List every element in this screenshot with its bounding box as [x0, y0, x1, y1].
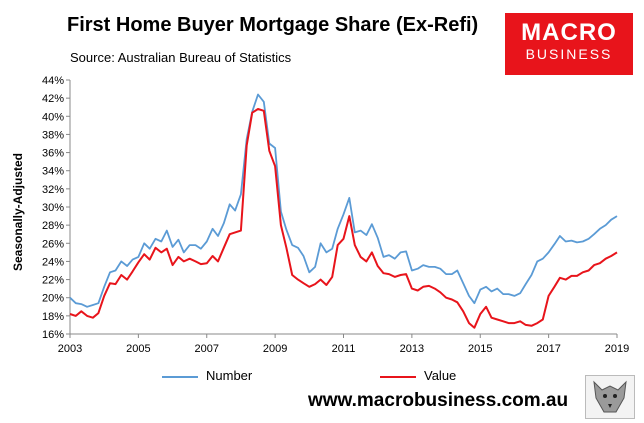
legend-label-value: Value [424, 368, 457, 383]
x-tick-label: 2013 [400, 343, 424, 355]
y-tick-label: 42% [42, 93, 64, 105]
y-tick-label: 32% [42, 184, 64, 196]
y-tick-label: 24% [42, 256, 64, 268]
y-tick-label: 38% [42, 129, 64, 141]
y-tick-label: 18% [42, 311, 64, 323]
y-tick-label: 36% [42, 148, 64, 160]
y-tick-label: 22% [42, 275, 64, 287]
x-tick-label: 2009 [263, 343, 287, 355]
x-tick-label: 2017 [536, 343, 560, 355]
series-line-number [69, 93, 618, 308]
y-tick-label: 26% [42, 238, 64, 250]
y-tick-label: 44% [42, 75, 64, 87]
wolf-logo [585, 375, 635, 419]
x-tick-label: 2003 [58, 343, 82, 355]
series-line-value [69, 108, 618, 329]
x-tick-label: 2007 [195, 343, 219, 355]
logo-line-1: MACRO [521, 19, 617, 46]
macro-business-logo: MACRO BUSINESS [505, 13, 633, 75]
y-tick-label: 20% [42, 293, 64, 305]
x-tick-label: 2005 [126, 343, 150, 355]
legend-item-number: Number [162, 368, 252, 383]
wolf-icon [593, 380, 627, 413]
x-tick-label: 2015 [468, 343, 492, 355]
legend-label-number: Number [206, 368, 253, 383]
website-url: www.macrobusiness.com.au [308, 390, 569, 411]
chart-subtitle: Source: Australian Bureau of Statistics [70, 50, 292, 65]
logo-line-2: BUSINESS [525, 46, 613, 62]
x-tick-label: 2011 [332, 343, 356, 355]
legend-swatch-value [380, 375, 416, 378]
chart-axes: 16% 18% 20% 22% 24% 26% 28% 30% 32% 34% 36% 38% 40% 4… [42, 75, 629, 355]
x-tick-label: 2019 [605, 343, 629, 355]
chart-title: First Home Buyer Mortgage Share (Ex-Refi… [67, 14, 479, 36]
legend-item-value: Value [380, 368, 456, 383]
y-tick-label: 40% [42, 111, 64, 123]
y-tick-label: 34% [42, 166, 64, 178]
y-tick-label: 30% [42, 202, 64, 214]
legend-swatch-number [162, 375, 198, 378]
chart-series [69, 93, 618, 329]
y-tick-label: 28% [42, 220, 64, 232]
y-tick-label: 16% [42, 329, 64, 341]
y-axis-label: Seasonally-Adjusted [11, 153, 25, 271]
